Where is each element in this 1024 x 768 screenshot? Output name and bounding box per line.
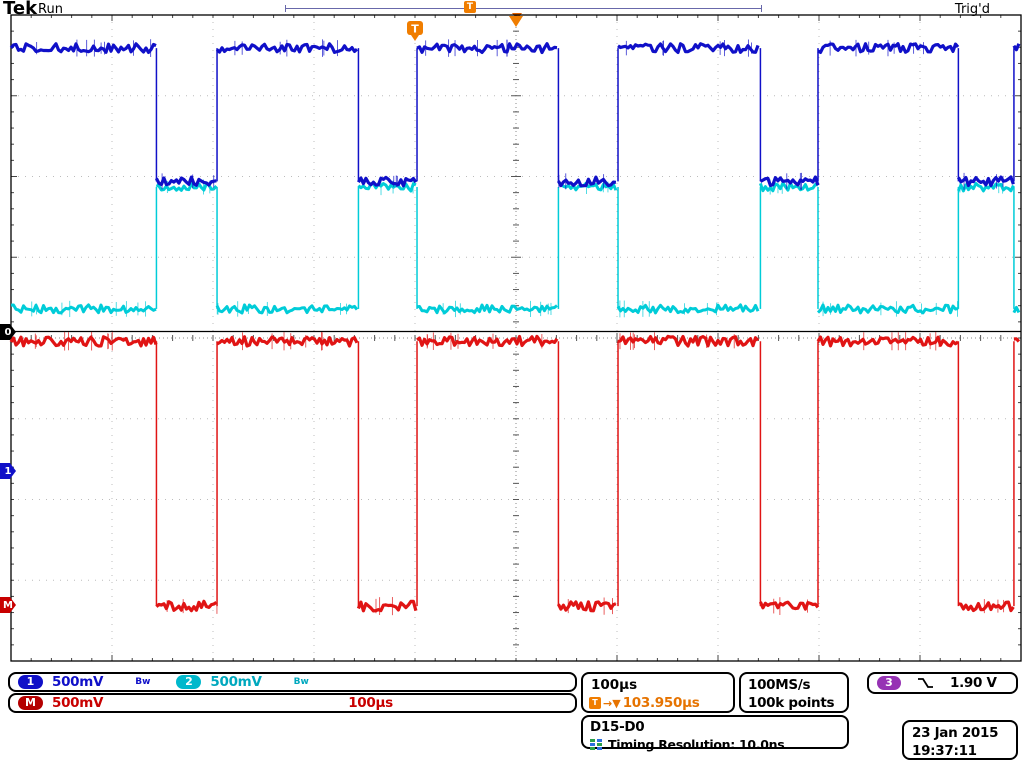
trigger-t-icon: T xyxy=(589,697,601,709)
ch1-bandwidth-icon: Bw xyxy=(135,677,151,687)
trigger-readout-box[interactable]: 3 1.90 V xyxy=(867,672,1018,694)
math-position-marker[interactable]: M xyxy=(0,597,16,613)
date-readout: 23 Jan 2015 xyxy=(912,725,999,741)
math-scale: 500mV xyxy=(52,695,104,711)
digital-bus-icon xyxy=(590,739,602,750)
trigger-delay-value: 103.950µs xyxy=(622,695,700,711)
svg-text:T: T xyxy=(411,23,419,36)
trigger-markers: T xyxy=(407,16,523,41)
ch2-scale: 500mV xyxy=(210,674,262,690)
d0-channel-marker[interactable]: 0 xyxy=(0,324,16,340)
ch1-scale: 500mV xyxy=(52,674,104,690)
trigger-source-badge[interactable]: 3 xyxy=(877,676,901,690)
trigger-delay-arrows-icon: →▼ xyxy=(603,696,621,710)
trigger-slope-icon xyxy=(918,678,933,688)
record-length: 100k points xyxy=(748,695,835,711)
trigger-level: 1.90 V xyxy=(950,675,997,691)
timing-resolution: Timing Resolution: 10.0ns xyxy=(608,737,785,752)
channel-readout-box[interactable]: 1 500mV Bw 2 500mV Bw xyxy=(8,672,577,692)
time-readout: 19:37:11 xyxy=(912,743,977,759)
ch1-position-marker[interactable]: 1 xyxy=(0,463,16,479)
timebase-readout: 100µs xyxy=(591,677,638,693)
record-view-bar xyxy=(285,8,762,9)
record-view-right-cap xyxy=(761,5,762,12)
datetime-box: 23 Jan 2015 19:37:11 xyxy=(902,720,1018,760)
math-badge[interactable]: M xyxy=(18,696,43,710)
ch2-badge[interactable]: 2 xyxy=(176,675,202,689)
horizontal-readout-box[interactable]: 100µs T →▼ 103.950µs xyxy=(581,672,735,713)
sample-rate: 100MS/s xyxy=(748,677,811,693)
timeline-trigger-icon[interactable]: T xyxy=(464,1,476,13)
digital-readout-box[interactable]: D15-D0 Timing Resolution: 10.0ns xyxy=(581,715,849,752)
math-timebase: 100µs xyxy=(348,695,393,711)
acquisition-status: Run xyxy=(38,2,63,17)
ch2-bandwidth-icon: Bw xyxy=(293,677,309,687)
tek-logo: Tek xyxy=(3,0,38,19)
math-readout-box[interactable]: M 500mV 100µs xyxy=(8,693,577,713)
ch1-badge[interactable]: 1 xyxy=(18,675,43,689)
acquisition-readout-box[interactable]: 100MS/s 100k points xyxy=(739,672,849,713)
digital-channels-label: D15-D0 xyxy=(590,719,645,735)
trigger-status: Trig'd xyxy=(954,2,990,17)
record-view-left-cap xyxy=(285,5,286,12)
